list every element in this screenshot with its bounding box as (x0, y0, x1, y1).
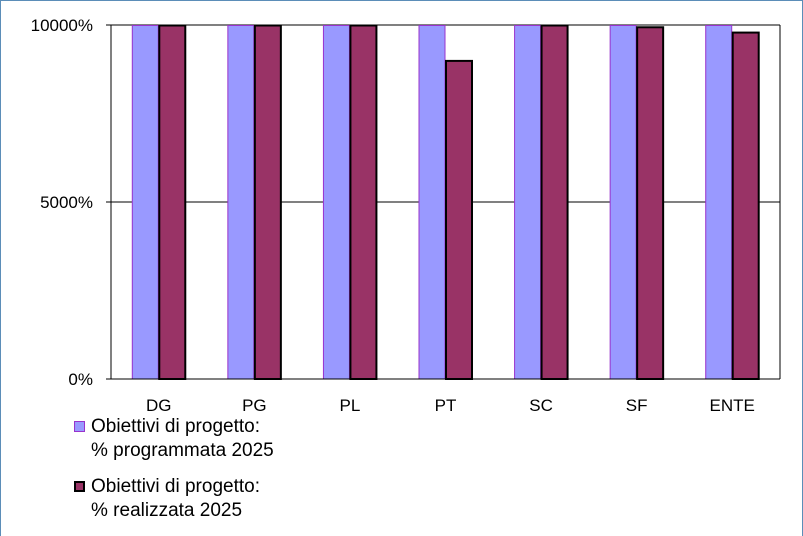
y-tick-label: 10000% (31, 16, 93, 35)
y-tick-labels: 0% 5000% 10000% (31, 16, 93, 389)
legend-label-line2: % realizzata 2025 (91, 500, 243, 521)
x-category-label: PG (242, 396, 267, 415)
bars (131, 24, 760, 381)
legend-label-line1: Obiettivi di progetto: (91, 416, 260, 437)
bar-realizzata (253, 24, 282, 380)
bar-programmata (514, 25, 542, 380)
bar-programmata (609, 25, 637, 380)
x-category-label: SC (529, 396, 553, 415)
legend-item-programmata: Obiettivi di progetto: % programmata 202… (74, 415, 274, 463)
bar-programmata (322, 25, 350, 380)
bar-programmata (418, 25, 446, 380)
legend-swatch-programmata (74, 421, 85, 432)
legend-item-realizzata: Obiettivi di progetto: % realizzata 2025 (74, 475, 274, 523)
axes (110, 25, 781, 380)
bar-realizzata (445, 59, 473, 381)
x-category-label: PL (340, 396, 361, 415)
bar-realizzata (349, 24, 378, 380)
bar-realizzata (636, 26, 665, 381)
x-category-label: PT (435, 396, 457, 415)
legend-swatch-realizzata (74, 481, 85, 492)
legend: Obiettivi di progetto: % programmata 202… (74, 415, 274, 535)
y-tick-label: 5000% (40, 193, 93, 212)
x-category-label: DG (146, 396, 172, 415)
x-category-label: SF (626, 396, 648, 415)
legend-label-line1: Obiettivi di progetto: (91, 476, 260, 497)
bar-programmata (705, 25, 733, 380)
bar-programmata (131, 25, 159, 380)
x-category-labels: DG PG PL PT SC SF ENTE (146, 396, 755, 415)
y-tick-label: 0% (68, 370, 93, 389)
bar-programmata (227, 25, 255, 380)
x-category-label: ENTE (710, 396, 755, 415)
bar-realizzata (540, 24, 569, 380)
bar-realizzata (731, 31, 760, 381)
legend-label-line2: % programmata 2025 (91, 440, 274, 461)
bar-realizzata (158, 24, 187, 380)
